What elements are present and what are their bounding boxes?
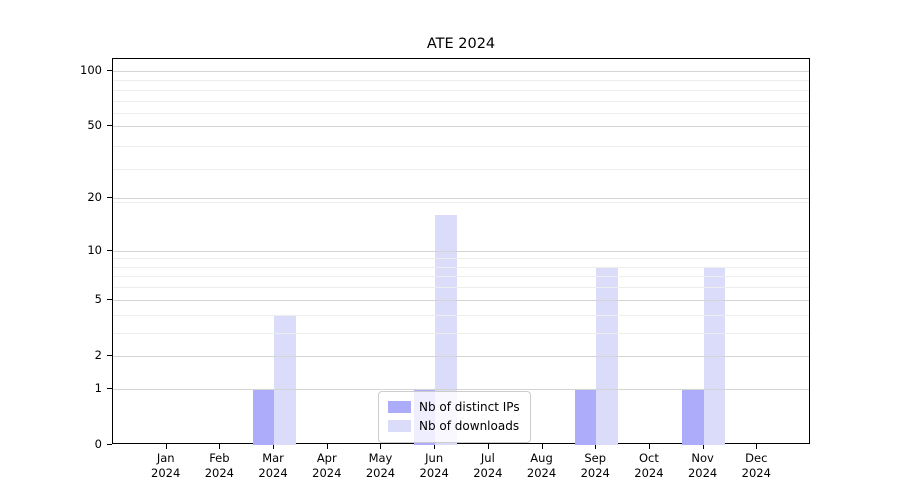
minor-gridline: [113, 89, 809, 91]
legend-swatch-downloads: [388, 420, 411, 432]
legend: Nb of distinct IPs Nb of downloads: [378, 391, 531, 443]
minor-gridline: [113, 266, 809, 268]
major-gridline: [113, 250, 809, 252]
legend-label-downloads: Nb of downloads: [419, 419, 520, 433]
x-tick-label: Feb 2024: [204, 451, 235, 480]
y-tick-label: 10: [87, 242, 102, 257]
y-tick-mark: [107, 298, 112, 300]
y-tick-mark: [107, 354, 112, 356]
x-tick-mark: [380, 444, 382, 449]
major-gridline: [113, 355, 809, 357]
legend-item-downloads: Nb of downloads: [388, 417, 520, 435]
minor-gridline: [113, 100, 809, 102]
bar-nb-of-downloads-mar: [274, 314, 296, 445]
x-tick-mark: [702, 444, 704, 449]
major-gridline: [113, 388, 809, 390]
bar-nb-of-distinct-ips-nov: [682, 388, 704, 445]
y-tick-label: 20: [87, 190, 102, 205]
x-tick-mark: [541, 444, 543, 449]
major-gridline: [113, 126, 809, 128]
x-tick-mark: [165, 444, 167, 449]
y-tick-label: 50: [87, 118, 102, 133]
x-tick-label: Dec 2024: [741, 451, 771, 480]
x-tick-label: Jul 2024: [473, 451, 503, 480]
y-tick-label: 2: [94, 347, 102, 362]
minor-gridline: [113, 80, 809, 82]
major-gridline: [113, 299, 809, 301]
legend-item-distinct-ips: Nb of distinct IPs: [388, 398, 520, 416]
major-gridline: [113, 70, 809, 72]
y-tick-label: 100: [80, 62, 102, 77]
y-tick-label: 0: [94, 437, 102, 451]
x-tick-label: Oct 2024: [634, 451, 664, 480]
x-tick-mark: [595, 444, 597, 449]
x-tick-label: Nov 2024: [687, 451, 718, 480]
bar-nb-of-downloads-jun: [435, 215, 457, 445]
chart-title: ATE 2024: [426, 36, 496, 52]
minor-gridline: [113, 287, 809, 289]
bar-nb-of-distinct-ips-mar: [252, 388, 275, 445]
x-tick-mark: [326, 444, 328, 449]
y-tick-mark: [107, 387, 112, 389]
y-tick-mark: [107, 444, 112, 445]
legend-swatch-distinct-ips: [388, 401, 411, 413]
major-gridline: [113, 198, 809, 200]
minor-gridline: [113, 145, 809, 147]
y-tick-mark: [107, 125, 112, 127]
minor-gridline: [113, 169, 809, 171]
x-tick-label: Mar 2024: [258, 451, 288, 480]
y-tick-mark: [107, 249, 112, 251]
bar-nb-of-distinct-ips-sep: [574, 388, 597, 445]
y-tick-label: 5: [94, 291, 102, 306]
x-tick-label: Jan 2024: [151, 451, 181, 480]
x-tick-label: Aug 2024: [526, 451, 557, 480]
x-tick-mark: [273, 444, 275, 449]
x-tick-mark: [648, 444, 650, 449]
y-tick-mark: [107, 69, 112, 71]
minor-gridline: [113, 314, 809, 316]
x-tick-label: May 2024: [365, 451, 396, 480]
x-tick-mark: [487, 444, 489, 449]
y-tick-label: 1: [94, 380, 102, 395]
minor-gridline: [113, 276, 809, 278]
x-tick-label: Apr 2024: [312, 451, 342, 480]
legend-label-distinct-ips: Nb of distinct IPs: [419, 400, 520, 414]
minor-gridline: [113, 202, 809, 204]
x-tick-mark: [219, 444, 221, 449]
minor-gridline: [113, 332, 809, 334]
minor-gridline: [113, 258, 809, 260]
minor-gridline: [113, 113, 809, 115]
plot-area: [112, 58, 810, 445]
y-tick-mark: [107, 197, 112, 199]
x-tick-label: Sep 2024: [580, 451, 610, 480]
x-tick-mark: [434, 444, 436, 449]
x-tick-mark: [756, 444, 758, 449]
x-tick-label: Jun 2024: [419, 451, 449, 480]
